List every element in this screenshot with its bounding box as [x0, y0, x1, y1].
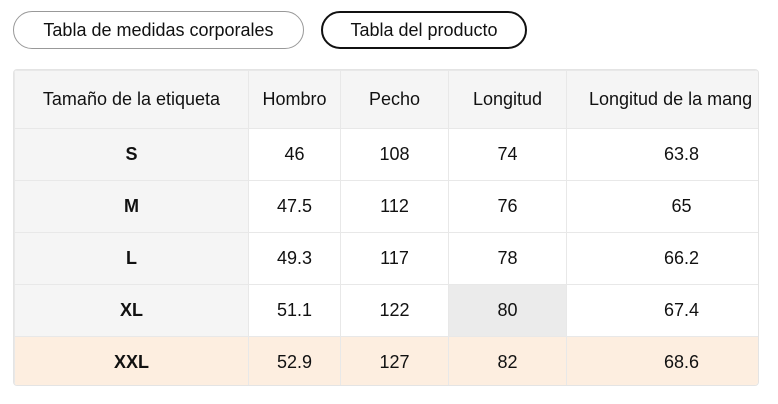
size-table-container: Tamaño de la etiqueta Hombro Pecho Longitud… — [13, 69, 759, 386]
measure-cell: 108 — [340, 128, 449, 181]
table-row: L 49.3 117 78 66.2 — [14, 232, 758, 285]
measure-cell: 68.6 — [566, 336, 758, 385]
measure-cell: 66.2 — [566, 232, 758, 285]
measure-cell: 46 — [248, 128, 341, 181]
table-row: XL 51.1 122 80 67.4 — [14, 284, 758, 337]
measure-cell: 63.8 — [566, 128, 758, 181]
measure-cell: 122 — [340, 284, 449, 337]
size-label-cell: XXL — [14, 336, 249, 385]
measure-cell: 117 — [340, 232, 449, 285]
measure-cell: 51.1 — [248, 284, 341, 337]
table-row: M 47.5 112 76 65 — [14, 180, 758, 233]
size-label-cell: XL — [14, 284, 249, 337]
size-label-cell: M — [14, 180, 249, 233]
size-label-cell: L — [14, 232, 249, 285]
table-row: XXL 52.9 127 82 68.6 — [14, 336, 758, 385]
measure-cell: 127 — [340, 336, 449, 385]
header-row: Tamaño de la etiqueta Hombro Pecho Longitud… — [14, 70, 758, 129]
tab-button-selected[interactable]: Tabla del producto — [321, 11, 527, 49]
header-cell: Longitud de la mang — [566, 70, 758, 129]
measure-cell: 52.9 — [248, 336, 341, 385]
measure-cell: 65 — [566, 180, 758, 233]
measure-cell: 82 — [448, 336, 567, 385]
measure-cell: 47.5 — [248, 180, 341, 233]
table-row: S 46 108 74 63.8 — [14, 128, 758, 181]
header-cell: Longitud — [448, 70, 567, 129]
tab-button[interactable]: Tabla de medidas corporales — [13, 11, 304, 49]
measure-cell: 112 — [340, 180, 449, 233]
header-cell: Tamaño de la etiqueta — [14, 70, 249, 129]
measure-cell: 74 — [448, 128, 567, 181]
header-cell: Hombro — [248, 70, 341, 129]
measure-cell: 78 — [448, 232, 567, 285]
size-table: Tamaño de la etiqueta Hombro Pecho Longitud… — [14, 70, 758, 385]
header-cell: Pecho — [340, 70, 449, 129]
measure-cell: 49.3 — [248, 232, 341, 285]
size-label-cell: S — [14, 128, 249, 181]
measure-cell: 76 — [448, 180, 567, 233]
measure-cell: 67.4 — [566, 284, 758, 337]
measure-cell: 80 — [448, 284, 567, 337]
